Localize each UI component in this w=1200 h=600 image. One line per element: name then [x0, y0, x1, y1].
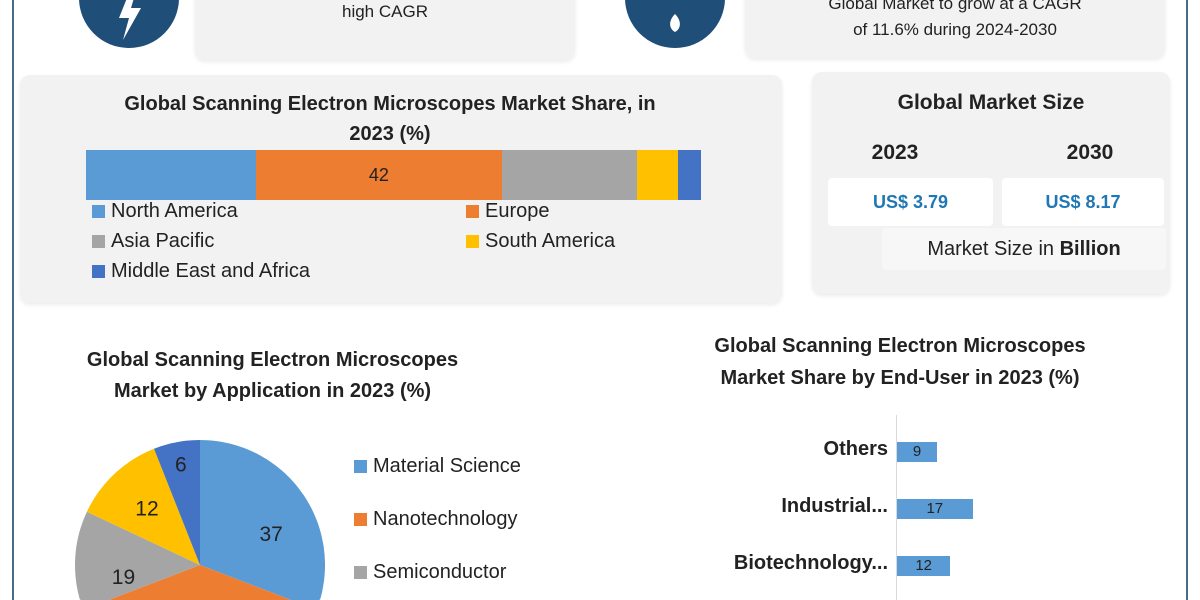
legend-swatch: [354, 460, 367, 473]
unit-bold: Billion: [1059, 238, 1121, 260]
cagr-left-text: high CAGR: [342, 2, 428, 21]
legend-label: Europe: [485, 200, 550, 222]
legend-swatch: [92, 205, 105, 218]
market-size-title: Global Market Size: [897, 91, 1085, 114]
end-user-category-label: Industrial...: [781, 495, 888, 517]
pie-data-label: 6: [175, 453, 187, 476]
end-user-axis: [896, 415, 897, 600]
legend-label: Semiconductor: [373, 561, 507, 583]
legend-item: Europe: [466, 200, 550, 223]
end-user-title-1: Global Scanning Electron Microscopes: [714, 335, 1086, 357]
stacked-segment-north-america: [86, 150, 256, 200]
legend-item: North America: [92, 200, 238, 223]
end-user-bar: 17: [897, 499, 973, 519]
regional-share-title-1: Global Scanning Electron Microscopes Mar…: [124, 93, 656, 115]
market-size-2030-value: US$ 8.17: [1002, 178, 1164, 226]
legend-item: Middle East and Africa: [92, 260, 310, 283]
end-user-bar: 9: [897, 442, 938, 462]
regional-share-title-2: 2023 (%): [349, 123, 431, 145]
legend-item: South America: [466, 230, 615, 253]
application-pie-chart: 37 19 12 6: [75, 440, 325, 600]
end-user-category-label: Biotechnology...: [733, 552, 888, 574]
pie-slice: [154, 440, 200, 565]
legend-label: Material Science: [373, 455, 521, 477]
cagr-right-line1: Global Market to grow at a CAGR: [828, 0, 1082, 13]
legend-label: South America: [485, 230, 616, 252]
legend-swatch: [92, 235, 105, 248]
legend-label: North America: [111, 200, 238, 222]
end-user-category-label: Others: [823, 438, 888, 460]
unit-prefix: Market Size in: [927, 238, 1060, 260]
pie-slice: [200, 440, 325, 600]
pie-data-label: 19: [112, 566, 135, 589]
end-user-bar: 12: [897, 556, 951, 576]
cagr-panel-right: Global Market to grow at a CAGR of 11.6%…: [745, 0, 1165, 58]
lightning-icon: [119, 0, 141, 40]
pie-slice: [75, 511, 200, 600]
legend-label: Nanotechnology: [373, 508, 518, 530]
stacked-segment-europe: 42: [255, 150, 502, 200]
stacked-segment-south-america: [636, 150, 678, 200]
flame-icon-circle: [625, 0, 725, 48]
pie-legend-item: Nanotechnology: [354, 508, 518, 531]
flame-icon: [670, 14, 680, 32]
cagr-right-line2: of 11.6% during 2024-2030: [853, 20, 1057, 39]
legend-swatch: [466, 205, 479, 218]
pie-slice: [108, 565, 292, 600]
stacked-segment-middle-east-and-africa: [677, 150, 701, 200]
cagr-panel-left: high CAGR: [195, 0, 575, 60]
end-user-title-2: Market Share by End-User in 2023 (%): [720, 367, 1080, 389]
application-title-1: Global Scanning Electron Microscopes: [86, 349, 459, 371]
stacked-bar: 42: [86, 150, 701, 200]
pie-legend-item: Material Science: [354, 455, 521, 478]
pie-slice: [86, 448, 200, 565]
pie-legend-item: Semiconductor: [354, 561, 506, 584]
market-size-unit: Market Size in Billion: [882, 228, 1166, 270]
pie-data-label: 12: [135, 498, 158, 521]
legend-swatch: [354, 566, 367, 579]
year-2030: 2030: [1066, 141, 1114, 164]
pie-data-label: 37: [259, 523, 282, 546]
lightning-icon-circle: [79, 0, 179, 48]
legend-label: Asia Pacific: [111, 230, 215, 252]
market-size-2023-value: US$ 3.79: [828, 178, 993, 226]
legend-swatch: [92, 265, 105, 278]
legend-swatch: [466, 235, 479, 248]
legend-swatch: [354, 513, 367, 526]
year-2023: 2023: [871, 141, 919, 164]
stacked-segment-asia-pacific: [501, 150, 637, 200]
legend-label: Middle East and Africa: [111, 260, 310, 282]
application-title-2: Market by Application in 2023 (%): [113, 380, 432, 402]
infographic-frame: [12, 0, 1188, 600]
legend-item: Asia Pacific: [92, 230, 214, 253]
